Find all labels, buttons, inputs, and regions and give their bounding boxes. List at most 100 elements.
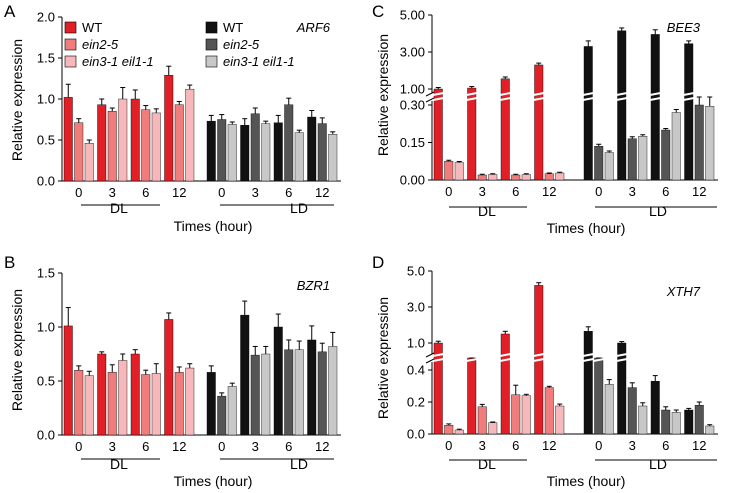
- bar-ld-ein3-t12: [705, 106, 715, 181]
- gene-name: BZR1: [297, 278, 330, 293]
- bar-break-cut: [466, 353, 478, 357]
- bar-dl-ein2-t12: [544, 387, 554, 435]
- bar-dl-wt-t0: [433, 88, 443, 181]
- y-tick-label: 0.5: [37, 374, 55, 389]
- x-tick-label: 6: [512, 184, 519, 199]
- bar-break-cut: [616, 97, 628, 101]
- y-tick-label: 0.2: [407, 395, 425, 410]
- bar-dl-ein2-t6: [511, 394, 521, 435]
- gene-name: XTH7: [666, 284, 701, 299]
- gene-name: ARF6: [296, 20, 331, 35]
- bar-ld-wt-t12: [307, 116, 317, 182]
- x-tick-label: 12: [542, 184, 556, 199]
- y-tick-label: 1.00: [400, 82, 425, 97]
- bar-ld-ein3-t6: [671, 412, 681, 435]
- bar-dl-wt-t3: [467, 87, 477, 181]
- y-tick-label: 1.5: [37, 266, 55, 281]
- bar-dl-ein2-t3: [477, 406, 487, 435]
- bar-break-cut: [432, 358, 444, 362]
- bar-ld-wt-t12: [684, 43, 694, 181]
- y-tick-label: 0.15: [400, 135, 425, 150]
- bar-break-cut: [499, 353, 511, 357]
- bar-dl-ein3-t6: [151, 373, 161, 436]
- y-tick-label: 0.5: [37, 133, 55, 148]
- bar-break-cut: [582, 92, 594, 96]
- bar-dl-wt-t0: [63, 325, 73, 436]
- x-tick-label: 12: [172, 185, 186, 200]
- group-label-dl: DL: [110, 200, 128, 216]
- y-tick-label: 1.5: [37, 51, 55, 66]
- x-tick-label: 6: [285, 185, 292, 200]
- bar-ld-ein2-t6: [284, 104, 294, 182]
- bar-dl-ein3-t6: [521, 395, 531, 435]
- bar-dl-ein2-t6: [511, 174, 521, 181]
- bar-dl-ein3-t3: [118, 360, 128, 436]
- group-label-ld: LD: [290, 200, 308, 216]
- x-tick-label: 0: [445, 184, 452, 199]
- bar-break-cut: [616, 353, 628, 357]
- bar-ld-ein2-t3: [250, 113, 260, 182]
- bar-dl-ein3-t0: [454, 162, 464, 181]
- x-tick-label: 0: [75, 185, 82, 200]
- x-tick-label: 12: [692, 438, 706, 453]
- bar-dl-wt-t12: [164, 319, 174, 436]
- bar-dl-ein3-t0: [454, 429, 464, 435]
- legend-label-dl-wt: WT: [82, 20, 102, 35]
- legend-label-dl-ein3: ein3-1 eil1-1: [82, 54, 154, 69]
- panel-a: A Relative expression Times (hour) ARF6 …: [4, 2, 341, 234]
- bar-break-cut: [582, 97, 594, 101]
- y-tick-label: 3.00: [400, 45, 425, 60]
- x-tick-label: 3: [629, 438, 636, 453]
- x-tick-label: 6: [662, 438, 669, 453]
- bar-dl-ein2-t0: [74, 122, 84, 182]
- bar-break-cut: [499, 358, 511, 362]
- bar-break-cut: [533, 358, 545, 362]
- panel-letter: B: [4, 253, 15, 272]
- x-axis-label: Times (hour): [174, 473, 253, 489]
- legend-label-ld-ein3: ein3-1 eil1-1: [223, 54, 295, 69]
- x-tick-label: 6: [285, 439, 292, 454]
- bar-ld-wt-t6: [650, 34, 660, 181]
- bar-ld-wt-t3: [240, 314, 250, 436]
- group-label-dl: DL: [110, 456, 128, 472]
- x-tick-label: 12: [542, 438, 556, 453]
- x-tick-label: 3: [109, 185, 116, 200]
- legend-label-ld-wt: WT: [223, 20, 243, 35]
- bar-break-cut: [683, 97, 695, 101]
- y-tick-label: 0.0: [37, 174, 55, 189]
- bar-dl-ein3-t3: [488, 174, 498, 181]
- bar-dl-wt-t6: [500, 333, 510, 435]
- bar-dl-wt-t3: [97, 104, 107, 182]
- bar-dl-ein3-t3: [488, 422, 498, 435]
- x-tick-label: 12: [315, 439, 329, 454]
- legend-label-dl-ein2: ein2-5: [82, 37, 119, 52]
- bar-ld-ein2-t3: [250, 354, 260, 436]
- bar-ld-wt-t6: [650, 381, 660, 435]
- x-tick-label: 3: [629, 184, 636, 199]
- x-tick-label: 3: [252, 439, 259, 454]
- bar-break-cut: [499, 97, 511, 101]
- bar-dl-ein3-t12: [185, 367, 195, 436]
- x-tick-label: 0: [445, 438, 452, 453]
- y-tick-label: 0.30: [400, 98, 425, 113]
- bar-ld-wt-t0: [583, 331, 593, 435]
- bar-break-cut: [649, 92, 661, 96]
- y-tick-label: 0.00: [400, 173, 425, 188]
- bar-break-cut: [683, 92, 695, 96]
- group-label-ld: LD: [290, 456, 308, 472]
- bar-ld-ein2-t0: [594, 357, 604, 435]
- x-tick-label: 3: [252, 185, 259, 200]
- legend-swatch-ld-ein3: [205, 55, 218, 68]
- bar-dl-ein2-t12: [544, 173, 554, 181]
- bar-break-cut: [432, 353, 444, 357]
- bar-dl-ein2-t3: [107, 111, 117, 182]
- y-tick-label: 0.0: [37, 428, 55, 443]
- bar-ld-wt-t0: [206, 372, 216, 436]
- bar-dl-ein2-t0: [444, 161, 454, 181]
- legend-swatch-dl-wt: [64, 21, 77, 34]
- bar-dl-ein2-t0: [74, 370, 84, 436]
- bar-ld-ein2-t6: [661, 409, 671, 435]
- bar-ld-wt-t12: [684, 409, 694, 435]
- bar-dl-wt-t0: [63, 97, 73, 182]
